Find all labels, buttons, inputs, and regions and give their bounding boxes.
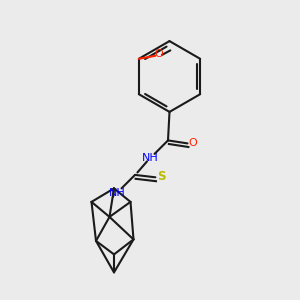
Text: O: O [188, 138, 197, 148]
Text: O: O [154, 49, 163, 59]
Text: S: S [157, 170, 166, 183]
Text: NH: NH [109, 188, 125, 198]
Text: NH: NH [142, 153, 158, 164]
